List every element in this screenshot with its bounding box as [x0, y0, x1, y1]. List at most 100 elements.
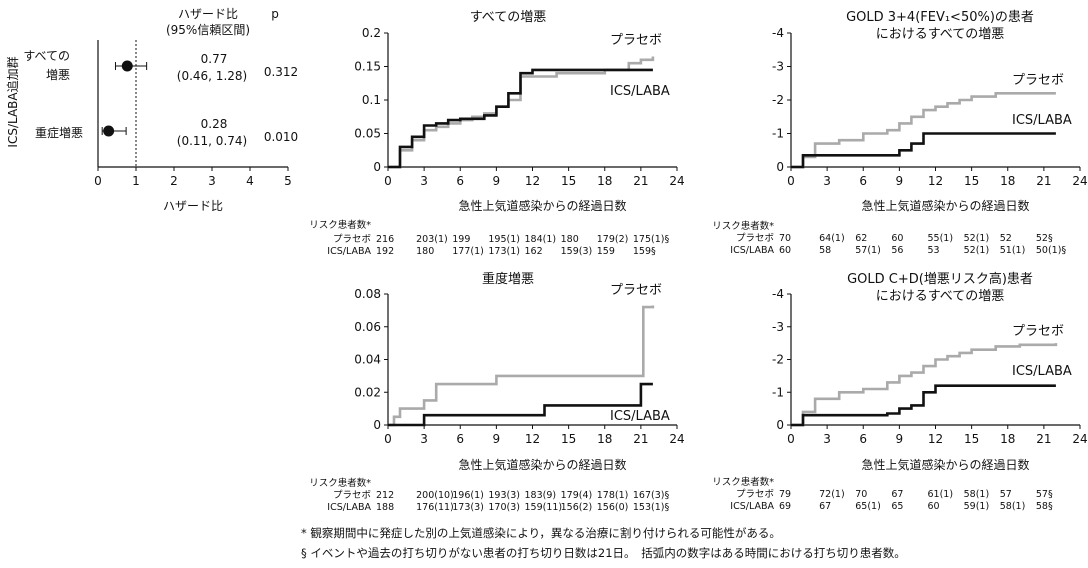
risk-value: 196(1)	[452, 490, 484, 501]
series-label: プラセボ	[610, 283, 662, 298]
risk-value: 193(3)	[488, 490, 520, 501]
forest-header-hr: ハザード比	[178, 7, 238, 21]
y-tick-label: -4	[772, 287, 784, 301]
y-tick-label: 0	[373, 418, 381, 432]
series-line-placebo	[791, 92, 1056, 169]
y-tick-label: 0.15	[354, 60, 381, 74]
x-tick-label: 0	[787, 174, 795, 188]
panel-title: GOLD 3+4(FEV₁<50%)の患者	[846, 10, 1034, 25]
x-tick-label: 6	[859, 174, 867, 188]
risk-value: 212	[376, 490, 394, 501]
risk-value: 180	[561, 234, 579, 245]
risk-value: 59(1)	[964, 501, 990, 512]
forest-y-label: ICS/LABA追加群	[5, 56, 20, 147]
y-tick-label: 0.04	[354, 353, 381, 367]
risk-table-label: リスク患者数*	[309, 477, 371, 489]
forest-row-label: 増悪	[46, 68, 70, 82]
series-line-ics-laba	[388, 382, 653, 427]
y-tick-label: 0.1	[362, 93, 381, 107]
risk-value: 58	[819, 245, 831, 256]
x-tick-label: 21	[1036, 174, 1051, 188]
y-tick-label: -4	[772, 26, 784, 40]
forest-x-tick-label: 2	[170, 174, 178, 188]
panel-title-line2: におけるすべての増悪	[876, 289, 1005, 304]
risk-value: 52(1)	[964, 233, 990, 244]
panel-title: 重度増悪	[482, 271, 534, 287]
risk-row-name: ICS/LABA	[327, 246, 371, 257]
risk-value: 173(3)	[452, 502, 484, 513]
panel-title-line2: におけるすべての増悪	[876, 27, 1005, 42]
x-tick-label: 21	[1036, 432, 1051, 446]
y-tick-label: -3	[772, 60, 784, 74]
x-tick-label: 0	[384, 432, 392, 446]
risk-value: 70	[779, 233, 791, 244]
x-tick-label: 0	[787, 432, 795, 446]
x-tick-label: 6	[456, 432, 464, 446]
forest-x-tick-label: 0	[94, 174, 102, 188]
risk-table-label: リスク患者数*	[712, 220, 774, 232]
x-tick-label: 15	[964, 432, 979, 446]
risk-value: 159	[597, 246, 615, 257]
y-tick-label: -2	[772, 353, 784, 367]
forest-plot: ハザード比 (95%信頼区間) p 0 1 2 3 4 5 ハザード比 ICS/LABA追加群すべて…	[5, 7, 298, 213]
footnote-1: * 観察期間中に発症した別の上気道感染により，異なる治療に割り付けられる可能性が…	[301, 526, 781, 540]
x-tick-label: 18	[597, 432, 612, 446]
x-tick-label: 12	[928, 432, 943, 446]
y-tick-label: 0	[776, 160, 784, 174]
risk-value: 162	[525, 246, 543, 257]
x-tick-label: 18	[597, 174, 612, 188]
x-tick-label: 12	[928, 174, 943, 188]
risk-value: 159§	[633, 246, 656, 257]
x-tick-label: 15	[964, 174, 979, 188]
forest-row-label: すべての	[23, 49, 70, 63]
x-axis-label: 急性上気道感染からの経過日数	[861, 198, 1029, 213]
series-label: ICS/LABA	[1012, 113, 1072, 128]
risk-row-name: ICS/LABA	[730, 501, 774, 512]
forest-x-label: ハザード比	[163, 199, 223, 213]
risk-value: 72(1)	[819, 489, 845, 500]
x-axis-label: 急性上気道感染からの経過日数	[458, 457, 626, 472]
risk-value: 50(1)§	[1036, 245, 1067, 256]
x-axis-label: 急性上気道感染からの経過日数	[861, 457, 1029, 472]
risk-row-name: ICS/LABA	[730, 245, 774, 256]
risk-value: 216	[376, 234, 394, 245]
risk-value: 180	[416, 246, 434, 257]
forest-hr-value: 0.28	[201, 117, 228, 131]
x-tick-label: 9	[896, 174, 904, 188]
panel-title: すべての増悪	[470, 10, 547, 25]
x-tick-label: 9	[493, 432, 501, 446]
x-tick-label: 15	[561, 432, 576, 446]
risk-value: 58§	[1036, 501, 1053, 512]
x-tick-label: 9	[896, 432, 904, 446]
x-tick-label: 21	[633, 432, 648, 446]
x-tick-label: 18	[1000, 432, 1015, 446]
risk-row-name: プラセボ	[736, 233, 775, 244]
risk-value: 55(1)	[928, 233, 954, 244]
risk-value: 60	[779, 245, 791, 256]
risk-value: 167(3)§	[633, 490, 670, 501]
risk-value: 159(3)	[561, 246, 593, 257]
risk-row-name: プラセボ	[333, 234, 372, 245]
risk-value: 195(1)	[488, 234, 520, 245]
risk-value: 65	[891, 501, 903, 512]
km-panel-1: すべての増悪 0 3 6 9 12 15 18 21 24 0 0.05 0.1 0.15 0.2 急性上気道…	[309, 10, 684, 257]
forest-point	[121, 60, 133, 72]
km-panel-3: 重度増悪 0 3 6 9 12 15 18 21 24 0 0.02 0.04 0.06 0.08 急性上気道…	[309, 271, 684, 513]
risk-value: 60	[891, 233, 903, 244]
risk-value: 67	[891, 489, 903, 500]
forest-hr-value: 0.77	[201, 52, 228, 66]
risk-value: 173(1)	[488, 246, 520, 257]
risk-value: 53	[928, 245, 940, 256]
risk-value: 57§	[1036, 489, 1053, 500]
series-line-ics-laba	[791, 384, 1056, 427]
series-label: プラセボ	[610, 33, 662, 48]
risk-row-name: プラセボ	[333, 490, 372, 501]
series-label: ICS/LABA	[610, 84, 670, 99]
forest-ci-value: (0.11, 0.74)	[177, 134, 247, 148]
risk-table-label: リスク患者数*	[309, 219, 371, 231]
risk-value: 179(4)	[561, 490, 593, 501]
x-tick-label: 3	[823, 432, 831, 446]
series-line-placebo	[791, 343, 1058, 427]
